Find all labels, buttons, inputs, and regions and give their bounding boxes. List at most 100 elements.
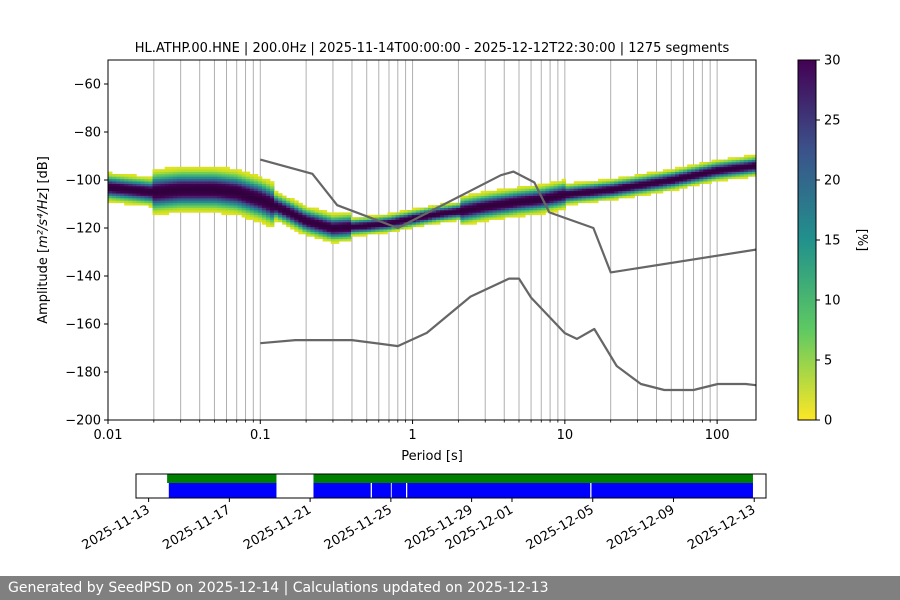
heatmap-cell	[399, 219, 405, 223]
heatmap-cell	[666, 186, 672, 189]
heatmap-cell	[184, 186, 190, 189]
heatmap-cell	[257, 202, 263, 206]
heatmap-cell	[695, 166, 700, 170]
heatmap-cell	[197, 200, 202, 204]
heatmap-cell	[658, 178, 664, 182]
heatmap-cell	[456, 214, 461, 218]
heatmap-cell	[180, 178, 186, 182]
heatmap-cell	[630, 181, 635, 184]
heatmap-cell	[193, 198, 198, 201]
heatmap-cell	[496, 207, 502, 211]
heatmap-cell	[630, 193, 635, 196]
heatmap-cell	[711, 166, 716, 170]
heatmap-cell	[614, 190, 619, 194]
heatmap-cell	[217, 171, 222, 175]
availability-bar	[313, 474, 753, 483]
heatmap-cell	[606, 190, 611, 194]
heatmap-cell	[715, 176, 720, 180]
vertical-gridlines	[107, 60, 718, 420]
heatmap-cell	[460, 212, 465, 216]
heatmap-cell	[245, 171, 251, 175]
heatmap-cell	[500, 195, 506, 199]
heatmap-cell	[691, 174, 696, 177]
heatmap-cell	[225, 166, 230, 170]
heatmap-cell	[715, 166, 720, 170]
heatmap-cell	[504, 195, 510, 199]
heatmap-cell	[144, 188, 149, 192]
heatmap-cell	[322, 217, 328, 220]
heatmap-cell	[589, 183, 595, 187]
heatmap-cell	[569, 190, 575, 194]
availability-bar	[167, 474, 277, 483]
heatmap-cell	[290, 198, 295, 201]
heatmap-cell	[132, 186, 137, 189]
heatmap-cell	[152, 176, 157, 180]
heatmap-cell	[201, 200, 206, 204]
heatmap-cell	[245, 193, 251, 196]
heatmap-cell	[480, 198, 486, 201]
heatmap-cell	[229, 195, 234, 199]
heatmap-cell	[334, 217, 340, 220]
heatmap-cell	[670, 178, 676, 182]
heatmap-cell	[346, 212, 352, 216]
heatmap-cell	[213, 186, 218, 189]
heatmap-cell	[209, 207, 214, 211]
heatmap-cell	[221, 212, 226, 216]
heatmap-cell	[270, 202, 275, 206]
heatmap-cell	[152, 190, 157, 194]
heatmap-cell	[735, 169, 741, 172]
heatmap-cell	[666, 169, 672, 172]
heatmap-cell	[618, 186, 623, 189]
heatmap-cell	[727, 164, 733, 168]
heatmap-cell	[338, 219, 344, 223]
heatmap-cell	[715, 164, 720, 168]
heatmap-cell	[156, 183, 162, 187]
heatmap-cell	[225, 210, 230, 213]
heatmap-cell	[618, 181, 623, 184]
heatmap-cell	[197, 202, 202, 206]
heatmap-cell	[727, 171, 733, 175]
heatmap-cell	[500, 210, 506, 213]
heatmap-cell	[622, 193, 627, 196]
heatmap-cell	[508, 195, 514, 199]
heatmap-cell	[233, 193, 238, 196]
heatmap-cell	[464, 212, 469, 216]
heatmap-cell	[314, 222, 319, 225]
heatmap-cell	[488, 202, 494, 206]
heatmap-cell	[326, 217, 332, 220]
heatmap-cell	[298, 229, 303, 232]
heatmap-cell	[189, 178, 194, 182]
heatmap-cell	[160, 188, 166, 192]
heatmap-cell	[168, 200, 174, 204]
heatmap-cell	[411, 214, 417, 218]
heatmap-cell	[452, 210, 457, 213]
heatmap-cell	[683, 178, 688, 182]
heatmap-cell	[306, 231, 311, 235]
heatmap-cell	[237, 186, 243, 189]
heatmap-cell	[719, 171, 724, 175]
heatmap-cell	[152, 193, 157, 196]
heatmap-cell	[152, 195, 157, 199]
heatmap-cell	[614, 181, 619, 184]
heatmap-cell	[666, 181, 672, 184]
heatmap-cell	[472, 210, 477, 213]
heatmap-cell	[395, 222, 400, 225]
heatmap-cell	[265, 195, 271, 199]
heatmap-cell	[508, 212, 514, 216]
heatmap-cell	[342, 238, 348, 242]
heatmap-cell	[351, 217, 356, 220]
heatmap-cell	[330, 224, 336, 228]
y-tick-label: −100	[65, 174, 101, 189]
heatmap-cell	[379, 214, 384, 218]
heatmap-cell	[112, 176, 117, 180]
heatmap-cell	[342, 236, 348, 240]
heatmap-cell	[322, 226, 328, 230]
timeline-tick-label: 2025-12-05	[524, 502, 597, 553]
heatmap-cell	[140, 190, 145, 194]
heatmap-cell	[213, 188, 218, 192]
heatmap-cell	[557, 181, 562, 184]
heatmap-cell	[529, 200, 534, 204]
heatmap-cell	[241, 176, 247, 180]
heatmap-cell	[585, 188, 591, 192]
heatmap-cell	[351, 224, 356, 228]
